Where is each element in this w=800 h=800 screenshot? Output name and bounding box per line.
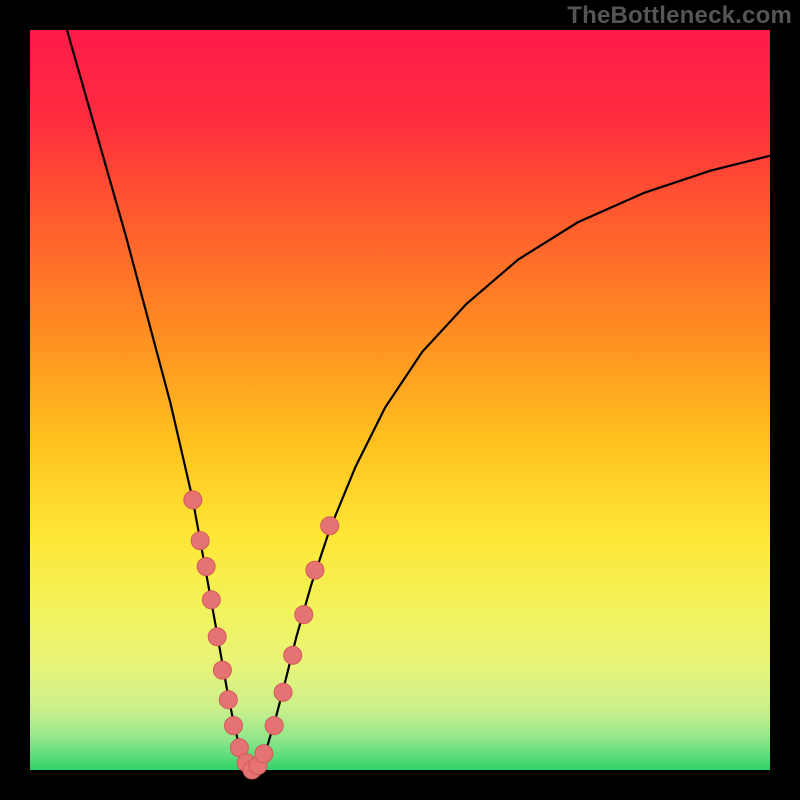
chart-stage: TheBottleneck.com xyxy=(0,0,800,800)
data-marker xyxy=(306,561,324,579)
data-marker xyxy=(225,717,243,735)
data-marker xyxy=(284,646,302,664)
data-marker xyxy=(255,745,273,763)
data-marker xyxy=(184,491,202,509)
data-marker xyxy=(208,628,226,646)
data-marker xyxy=(219,691,237,709)
bottleneck-chart xyxy=(0,0,800,800)
data-marker xyxy=(202,591,220,609)
data-marker xyxy=(321,517,339,535)
data-marker xyxy=(295,606,313,624)
data-marker xyxy=(213,661,231,679)
watermark-text: TheBottleneck.com xyxy=(567,2,792,30)
gradient-background xyxy=(30,30,770,770)
data-marker xyxy=(274,683,292,701)
data-marker xyxy=(197,558,215,576)
data-marker xyxy=(265,717,283,735)
data-marker xyxy=(191,532,209,550)
